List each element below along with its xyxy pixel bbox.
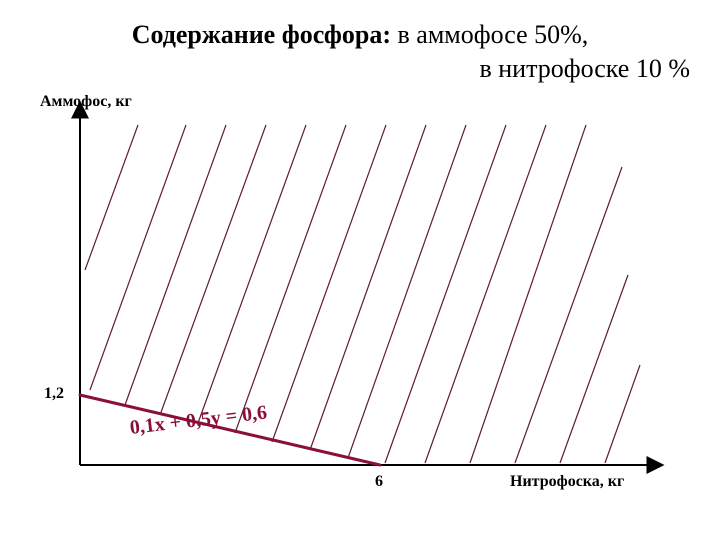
chart-area: Аммофос, кг 1,2 6 Нитрофоска, кг 0,1x + … <box>40 95 680 515</box>
y-axis-label: Аммофос, кг <box>40 93 132 111</box>
title-rest: в аммофосе 50%, <box>391 20 588 49</box>
x-axis-label: Нитрофоска, кг <box>510 473 624 491</box>
y-tick-label: 1,2 <box>44 385 64 403</box>
title-bold: Содержание фосфора: <box>132 20 391 49</box>
axes <box>80 105 660 465</box>
page-subtitle: в нитрофоске 10 % <box>0 54 690 84</box>
page-title: Содержание фосфора: в аммофосе 50%, <box>0 20 720 50</box>
x-tick-label: 6 <box>375 473 383 491</box>
